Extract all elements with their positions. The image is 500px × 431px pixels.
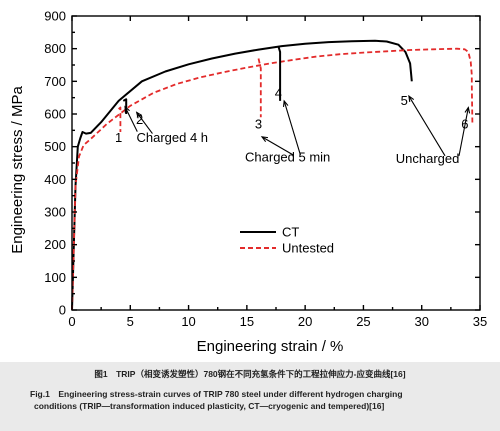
stress-strain-chart: 0 5 10 15 20 25 30 3501002003004005006007008009… [9, 9, 487, 356]
y-tick-label: 200 [44, 237, 66, 252]
y-axis-title: Engineering stress / MPa [9, 86, 26, 254]
series-line-fracture-5 [257, 58, 262, 118]
x-tick-label: 20 [298, 314, 312, 329]
y-tick-label: 700 [44, 74, 66, 89]
y-tick-label: 300 [44, 205, 66, 220]
chart-annotations-group: 12 Charged 4 h 3 4 Charged 5 min 5 6 Uncharged [115, 86, 468, 166]
callout-arrowhead-0 [124, 105, 130, 113]
caption-chinese: 图1 TRIP（相变诱发塑性）780钢在不同充氢条件下的工程拉伸应力-应变曲线[… [94, 369, 406, 379]
x-tick-label: 5 [127, 314, 134, 329]
series-line-fracture-3 [118, 106, 122, 132]
caption-english-line2: conditions (TRIP—transformation induced … [34, 401, 385, 411]
callout-arrowhead-4 [408, 94, 415, 103]
callout-arrowhead-2 [260, 136, 269, 142]
chart-series-group [71, 39, 474, 311]
caption-english: Fig.1 Engineering stress-strain curves o… [30, 388, 490, 412]
y-tick-label: 0 [59, 303, 66, 318]
legend-label-ct: CT [282, 225, 299, 240]
callout-line-3 [283, 100, 302, 156]
chart-annotation: 6 [461, 117, 468, 132]
figure-caption: 图1 TRIP（相变诱发塑性）780钢在不同充氢条件下的工程拉伸应力-应变曲线[… [0, 362, 500, 431]
x-tick-label: 0 [68, 314, 75, 329]
chart-annotation: 4 [275, 86, 282, 101]
y-tick-label: 900 [44, 9, 66, 24]
callout-arrowhead-1 [135, 111, 143, 119]
y-tick-label: 800 [44, 41, 66, 56]
chart-annotation: Charged 5 min [245, 149, 330, 164]
y-tick-label: 600 [44, 107, 66, 122]
callout-line-5 [458, 107, 469, 156]
series-line-untested [71, 47, 474, 311]
chart-annotation: 2 [136, 112, 143, 127]
y-tick-label: 500 [44, 139, 66, 154]
chart-callouts-group [124, 94, 471, 157]
series-line-fracture-4 [277, 45, 282, 101]
chart-axes-group: 0 5 10 15 20 25 30 3501002003004005006007008009… [44, 9, 487, 330]
chart-annotation: Uncharged [396, 151, 460, 166]
callout-line-0 [124, 106, 138, 132]
x-tick-label: 35 [473, 314, 487, 329]
y-tick-label: 100 [44, 270, 66, 285]
chart-annotation: 1 [115, 130, 122, 145]
callout-arrowhead-5 [464, 106, 471, 114]
chart-annotation: 3 [255, 117, 262, 132]
callout-arrowhead-3 [282, 99, 289, 107]
chart-annotation: 5 [401, 93, 408, 108]
callout-line-4 [408, 95, 446, 157]
x-tick-label: 15 [240, 314, 254, 329]
y-tick-label: 400 [44, 172, 66, 187]
caption-english-line1: Fig.1 Engineering stress-strain curves o… [30, 389, 403, 399]
series-line-ct [71, 39, 413, 311]
x-tick-label: 10 [181, 314, 195, 329]
legend-label-untested: Untested [282, 241, 334, 256]
chart-annotation: Charged 4 h [136, 130, 208, 145]
x-tick-label: 25 [356, 314, 370, 329]
callout-line-1 [136, 112, 153, 134]
x-tick-label: 30 [414, 314, 428, 329]
callout-line-2 [261, 136, 294, 156]
x-axis-title: Engineering strain / % [197, 338, 344, 355]
